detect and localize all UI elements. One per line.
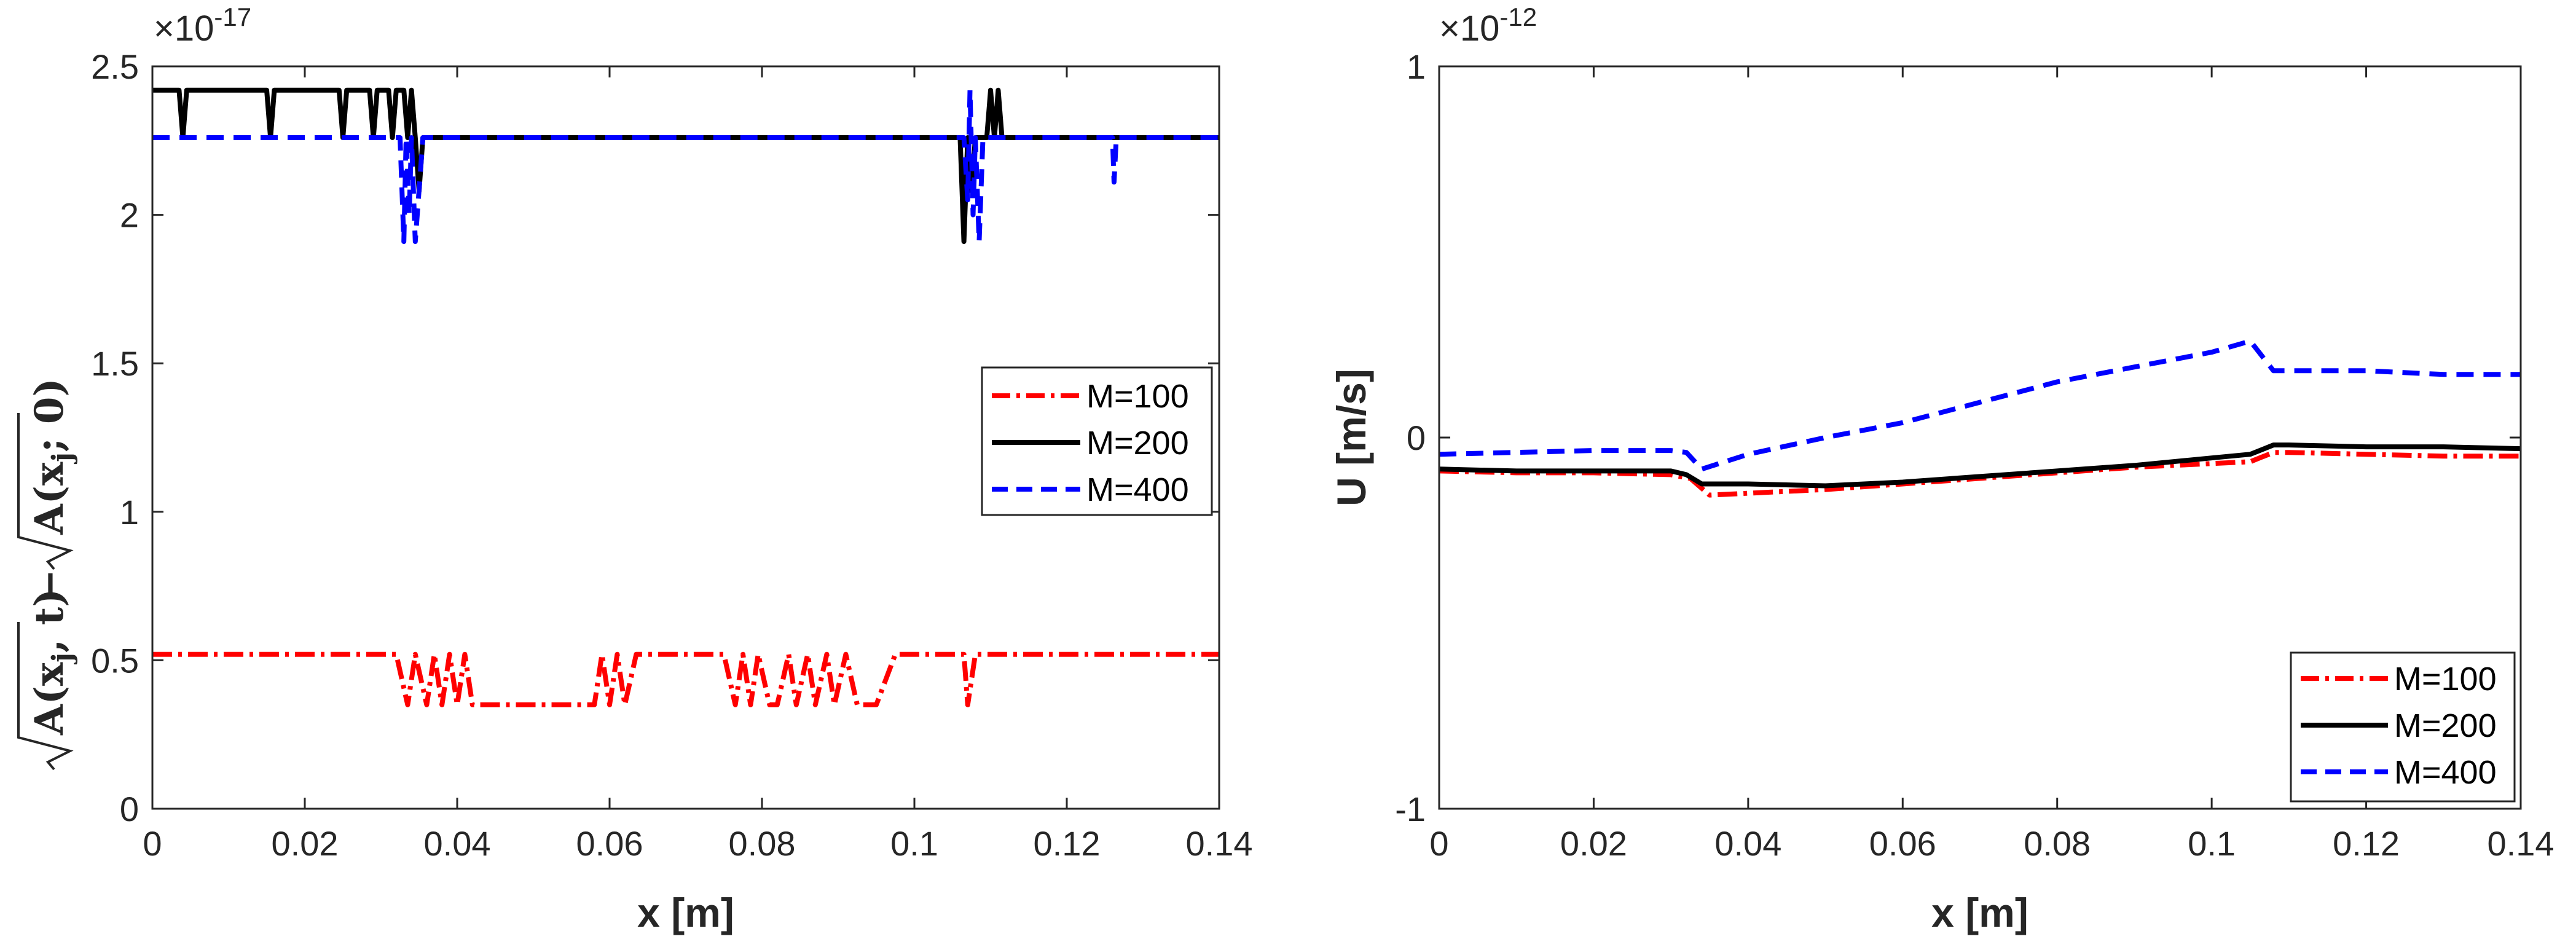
svg-text:−: −	[26, 569, 73, 602]
left-y-tick-label: 1	[120, 493, 139, 532]
right-y-multiplier: ×10-12	[1439, 2, 1537, 49]
left-x-tick-label: 0.14	[1186, 824, 1253, 863]
right-y-tick-label: 0	[1407, 418, 1426, 457]
left-legend-label-m400: M=400	[1086, 471, 1189, 508]
right-x-tick-label: 0.02	[1560, 824, 1627, 863]
right-series-group	[1439, 339, 2521, 498]
left-series-line-m100	[152, 651, 1219, 707]
left-y-tick-label: 2	[120, 196, 139, 235]
right-series-line-m200	[1439, 442, 2521, 489]
right-y-axis-label: U [m/s]	[1329, 369, 1374, 506]
left-y-axis-label: A(xj, t) − A(xj; 0)	[17, 378, 78, 771]
left-y-tick-label: 0	[120, 790, 139, 828]
left-x-tick-label: 0.1	[890, 824, 938, 863]
left-x-tick-label: 0	[143, 824, 162, 863]
left-legend: M=100 M=200 M=400	[981, 366, 1213, 516]
left-x-tick-label: 0.12	[1034, 824, 1101, 863]
right-legend-label-m400: M=400	[2394, 754, 2497, 791]
left-x-tick-label: 0.06	[576, 824, 643, 863]
right-legend-label-m100: M=100	[2394, 661, 2497, 697]
right-x-tick-label: 0.06	[1869, 824, 1936, 863]
right-x-tick-label: 0.14	[2488, 824, 2554, 863]
left-x-tick-label: 0.08	[729, 824, 796, 863]
left-series-group	[152, 87, 1219, 707]
right-x-tick-label: 0	[1429, 824, 1448, 863]
right-x-tick-label: 0.1	[2188, 824, 2236, 863]
left-y-multiplier: ×10-17	[154, 2, 251, 49]
left-plot-frame	[151, 65, 1220, 810]
left-x-axis-label: x [m]	[637, 890, 734, 935]
right-y-tick-label: 1	[1407, 47, 1426, 86]
left-series-line-m400	[152, 87, 1219, 245]
left-legend-label-m100: M=100	[1086, 378, 1189, 415]
right-y-multiplier-exp: -12	[1499, 2, 1537, 31]
right-y-multiplier-base: ×10	[1439, 9, 1499, 49]
left-y-tick-label: 0.5	[91, 641, 139, 680]
right-x-tick-label: 0.12	[2333, 824, 2400, 863]
left-y-tick-label: 2.5	[91, 47, 139, 86]
right-chart: 0 0.02 0.04 0.06 0.08 0.1 0.12 0.14-101 ×10-12 …	[1329, 2, 2554, 935]
left-y-tick-label: 1.5	[91, 344, 139, 383]
right-legend: M=100 M=200 M=400	[2290, 651, 2516, 803]
left-series-line-m200	[152, 87, 1219, 245]
right-x-tick-label: 0.08	[2024, 824, 2091, 863]
right-legend-label-m200: M=200	[2394, 707, 2497, 744]
svg-text:A(xj; 0): A(xj; 0)	[26, 378, 78, 535]
left-x-tick-label: 0.04	[424, 824, 491, 863]
svg-text:A(xj, t): A(xj, t)	[26, 589, 78, 736]
left-y-multiplier-base: ×10	[154, 9, 214, 49]
left-x-tick-label: 0.02	[272, 824, 339, 863]
left-y-multiplier-exp: -17	[214, 2, 251, 31]
right-x-tick-label: 0.04	[1714, 824, 1781, 863]
right-y-tick-label: -1	[1395, 790, 1426, 828]
left-chart: 0 0.02 0.04 0.06 0.08 0.1 0.12 0.14 0 0.5 1 1.5 2 2.5…	[17, 2, 1253, 935]
right-series-line-m400	[1439, 339, 2521, 472]
right-x-axis-label: x [m]	[1931, 890, 2028, 935]
left-legend-label-m200: M=200	[1086, 425, 1189, 462]
